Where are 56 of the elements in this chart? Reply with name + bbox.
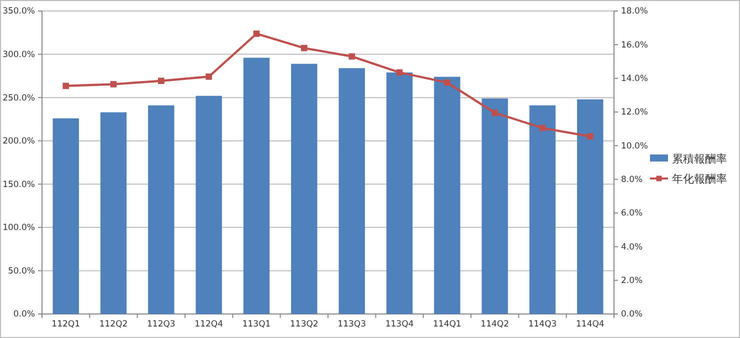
- bar: [529, 105, 556, 314]
- bar: [100, 112, 127, 314]
- y-tick-label: 0.0%: [13, 310, 35, 320]
- bar: [52, 118, 79, 314]
- point: [110, 81, 117, 88]
- x-tick-label: 112Q1: [52, 319, 80, 330]
- bar: [434, 76, 460, 314]
- x-tick-label: 112Q2: [99, 319, 128, 330]
- point: [539, 124, 546, 132]
- y2-tick-label: 2.0%: [621, 276, 643, 286]
- bar: [338, 68, 365, 314]
- x-tick-label: 112Q4: [194, 319, 223, 330]
- x-tick-label: 114Q2: [480, 319, 509, 330]
- y-tick-label: 250.0%: [2, 93, 35, 104]
- x-tick-label: 112Q3: [147, 319, 176, 330]
- y-tick-label: 200.0%: [2, 136, 35, 147]
- point: [396, 69, 403, 76]
- y-tick-label: 350.0%: [2, 6, 35, 17]
- x-tick-label: 114Q1: [433, 319, 462, 330]
- x-tick-label: 113Q3: [338, 319, 366, 330]
- point: [587, 133, 594, 140]
- point: [206, 73, 212, 80]
- point: [492, 110, 498, 116]
- x-tick-label: 114Q4: [576, 319, 604, 330]
- bar: [386, 72, 413, 314]
- point: [301, 44, 308, 52]
- x-tick-label: 113Q4: [385, 319, 414, 330]
- y2-tick-label: 4.0%: [621, 242, 643, 252]
- y2-tick-label: 10.0%: [621, 141, 648, 152]
- y-tick-label: 150.0%: [2, 180, 35, 190]
- y2-tick-label: 18.0%: [621, 6, 648, 17]
- x-tick-label: 114Q3: [528, 319, 557, 330]
- bar: [482, 98, 508, 314]
- y2-tick-label: 16.0%: [621, 40, 648, 50]
- legend-label: 年化報酬率: [672, 172, 727, 186]
- bar: [577, 99, 604, 314]
- x-tick-label: 113Q2: [290, 319, 318, 330]
- y2-tick-label: 0.0%: [621, 310, 643, 320]
- y2-tick-label: 8.0%: [621, 175, 643, 186]
- y2-tick-label: 6.0%: [621, 208, 643, 219]
- legend-label: 累積報酬率: [672, 152, 727, 166]
- bar: [243, 58, 270, 314]
- point: [348, 53, 355, 60]
- y2-tick-label: 14.0%: [621, 74, 648, 84]
- y-tick-label: 100.0%: [2, 223, 35, 234]
- point: [62, 82, 69, 90]
- point: [158, 78, 164, 84]
- bar: [291, 64, 318, 314]
- point: [444, 79, 450, 86]
- y-tick-label: 50.0%: [8, 266, 35, 276]
- point: [253, 30, 260, 37]
- bar: [148, 105, 174, 314]
- y-tick-label: 300.0%: [2, 50, 35, 60]
- bar: [196, 96, 222, 314]
- x-tick-label: 113Q1: [242, 319, 271, 330]
- y2-tick-label: 12.0%: [621, 108, 648, 118]
